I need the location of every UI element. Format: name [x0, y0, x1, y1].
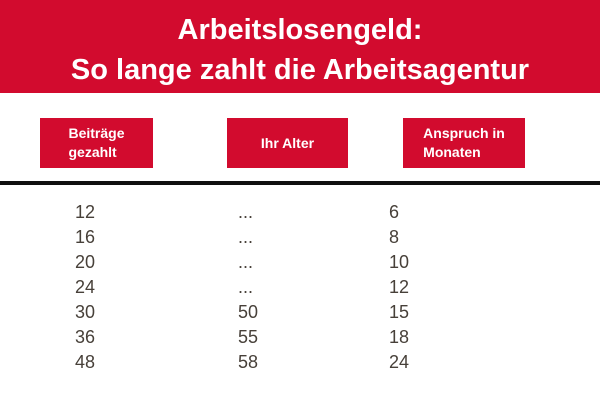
cell-entitlement-months: 18	[389, 327, 410, 347]
cell-contributions-paid: 24	[75, 277, 96, 297]
cell-your-age: 58	[238, 352, 259, 372]
column-chip-age-label: Ihr Alter	[260, 134, 315, 151]
title-line-1: Arbeitslosengeld:	[177, 14, 423, 46]
table-row: 16 ... 8	[0, 225, 600, 250]
cell-entitlement-months: 6	[389, 202, 400, 222]
column-chip-contributions-line-1: Beiträge	[68, 125, 125, 141]
benefits-table: 12 ... 6 16 ... 8 20 ... 10 24 ... 12 30…	[0, 200, 600, 375]
cell-contributions-paid: 20	[75, 252, 96, 272]
cell-your-age: 50	[238, 302, 259, 322]
cell-entitlement-months: 15	[389, 302, 410, 322]
cell-entitlement-months: 24	[389, 352, 410, 372]
column-chip-months: Anspruch in Monaten	[403, 118, 525, 168]
cell-entitlement-months: 10	[389, 252, 410, 272]
column-chip-months-line-1: Anspruch in	[423, 125, 505, 141]
page-title: Arbeitslosengeld: So lange zahlt die Arb…	[0, 0, 600, 93]
cell-entitlement-months: 12	[389, 277, 410, 297]
column-chip-contributions-line-2: gezahlt	[68, 144, 117, 160]
table-row: 20 ... 10	[0, 250, 600, 275]
table-row: 36 55 18	[0, 325, 600, 350]
cell-your-age: ...	[238, 202, 254, 222]
cell-contributions-paid: 30	[75, 302, 96, 322]
table-row: 24 ... 12	[0, 275, 600, 300]
column-chip-contributions: Beiträge gezahlt	[40, 118, 153, 168]
cell-your-age: ...	[238, 277, 254, 297]
column-chip-age: Ihr Alter	[227, 118, 348, 168]
cell-contributions-paid: 48	[75, 352, 96, 372]
separator-line	[0, 181, 600, 185]
cell-your-age: ...	[238, 227, 254, 247]
cell-your-age: 55	[238, 327, 259, 347]
title-line-2: So lange zahlt die Arbeitsagentur	[70, 54, 530, 86]
column-chip-months-line-2: Monaten	[423, 144, 481, 160]
table-row: 48 58 24	[0, 350, 600, 375]
table-row: 30 50 15	[0, 300, 600, 325]
cell-contributions-paid: 16	[75, 227, 96, 247]
table-row: 12 ... 6	[0, 200, 600, 225]
cell-contributions-paid: 36	[75, 327, 96, 347]
cell-entitlement-months: 8	[389, 227, 400, 247]
cell-your-age: ...	[238, 252, 254, 272]
cell-contributions-paid: 12	[75, 202, 96, 222]
